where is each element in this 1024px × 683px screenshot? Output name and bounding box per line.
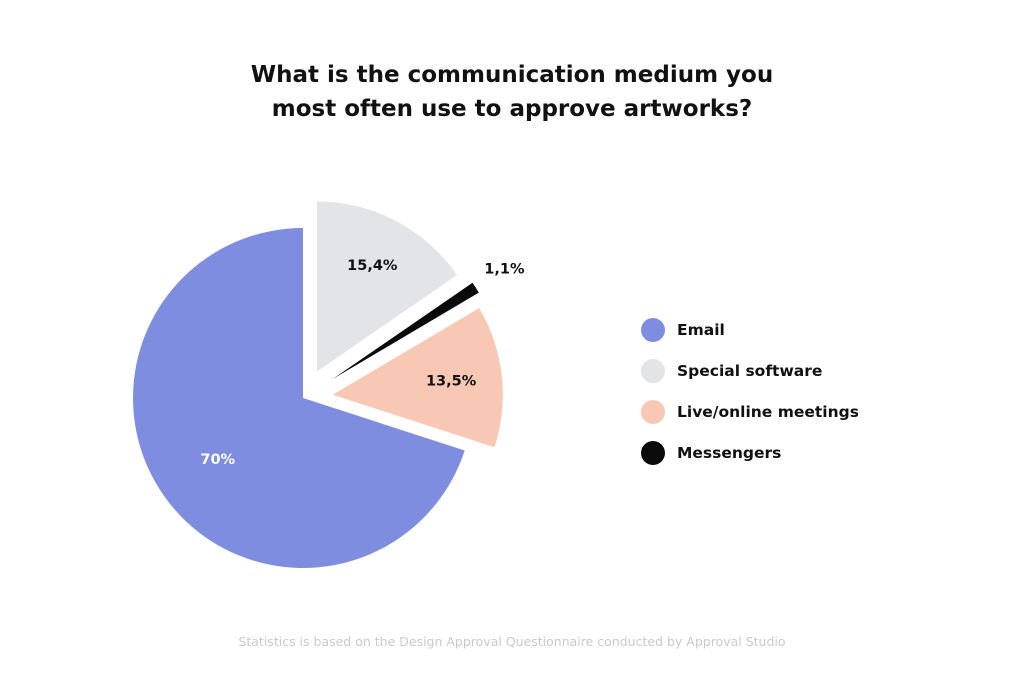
chart-title-line-1: What is the communication medium you (250, 62, 774, 88)
legend-label-email: Email (677, 320, 725, 339)
legend-swatch-live-online-meetings (641, 399, 665, 424)
legend-item-special-software: Special software (641, 350, 859, 391)
slice-label-email: 70% (200, 452, 235, 468)
slice-label-live-online-meetings: 13,5% (426, 374, 477, 390)
pie-slice-email (133, 228, 465, 568)
pie-slice-messengers (332, 282, 479, 380)
legend-label-special-software: Special software (677, 361, 823, 380)
legend-swatch-email (641, 317, 665, 342)
slice-label-special-software: 15,4% (347, 258, 398, 274)
footnote: Statistics is based on the Design Approv… (238, 634, 786, 649)
legend-label-live-online-meetings: Live/online meetings (677, 402, 859, 421)
chart-title-line-2: most often use to approve artworks? (271, 96, 753, 122)
legend-item-live-online-meetings: Live/online meetings (641, 391, 859, 432)
legend-item-email: Email (641, 309, 859, 350)
pie-slice-live-online-meetings (332, 308, 503, 448)
slice-label-messengers: 1,1% (484, 261, 525, 277)
chart-title: What is the communication medium you mos… (0, 58, 1024, 126)
legend-swatch-messengers (641, 440, 665, 465)
legend-label-messengers: Messengers (677, 443, 782, 462)
legend-swatch-special-software (641, 358, 665, 383)
chart-legend: Email Special software Live/online meeting… (641, 309, 859, 473)
legend-item-messengers: Messengers (641, 432, 859, 473)
pie-slice-special-software (316, 201, 457, 372)
